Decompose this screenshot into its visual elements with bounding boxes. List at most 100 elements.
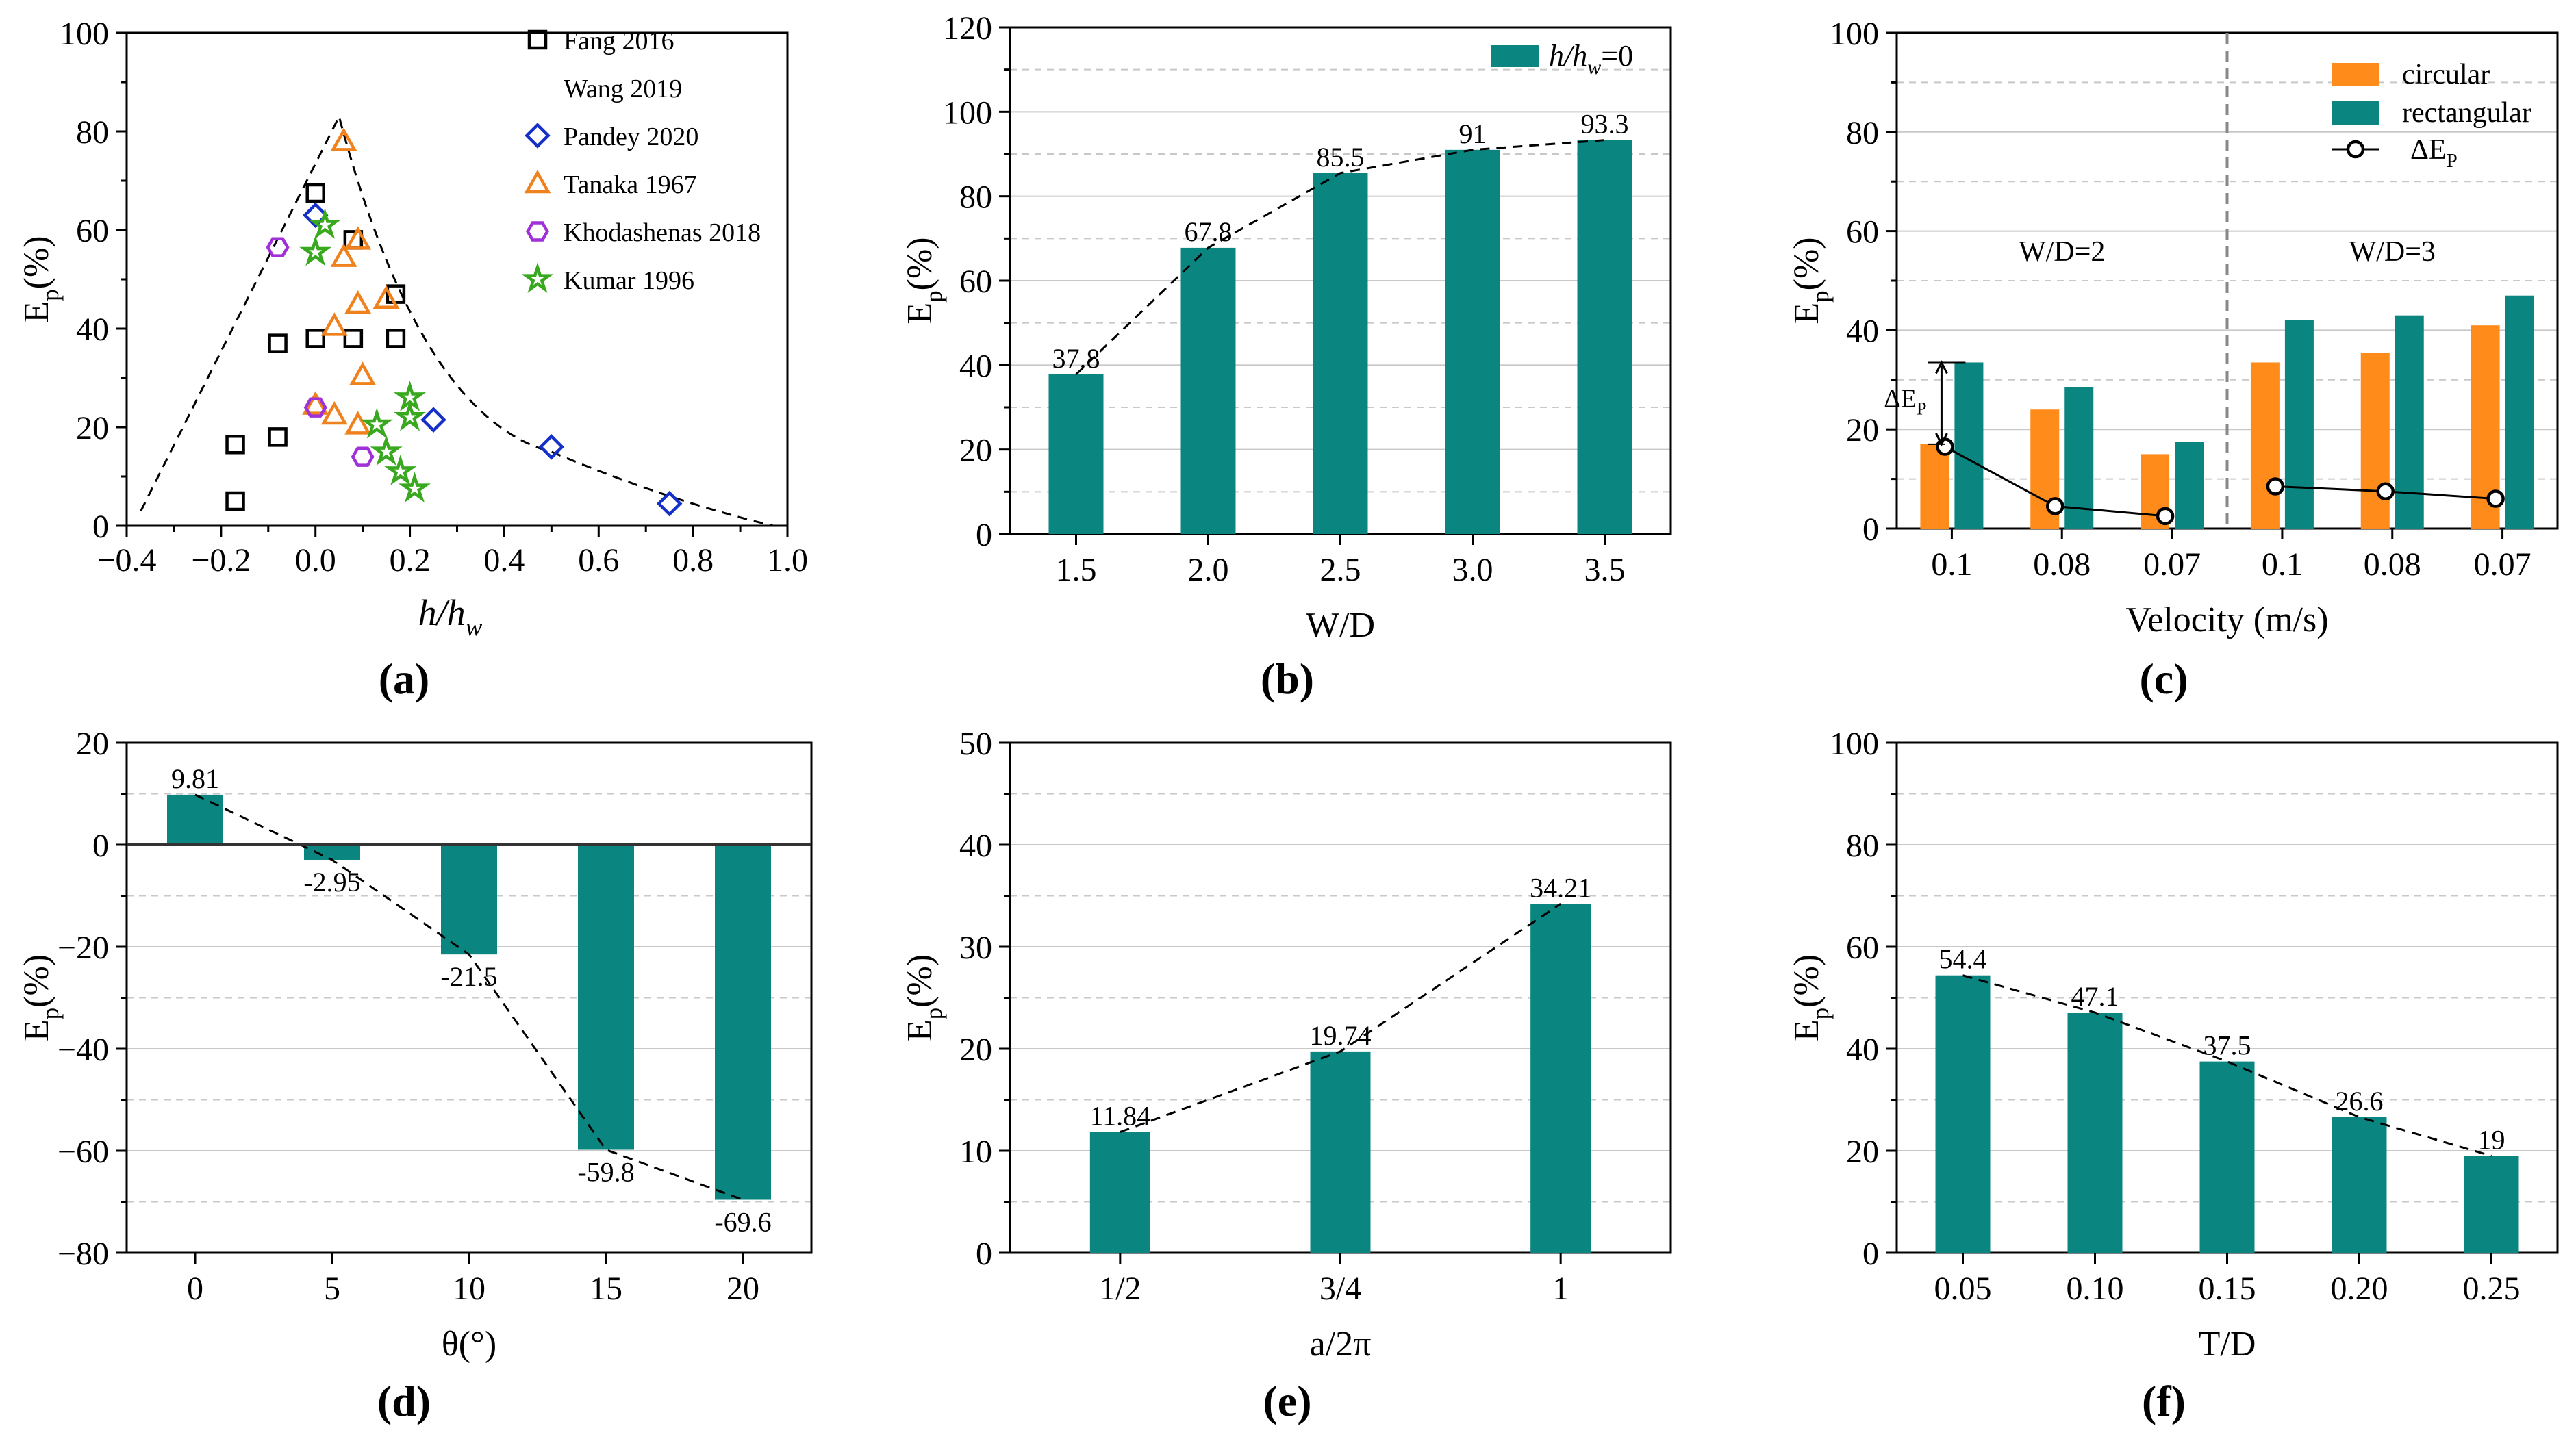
x-axis-label: T/D [2199,1325,2256,1364]
data-label: 19.74 [1310,1020,1372,1051]
bar [1313,173,1368,534]
y-tick-label: 40 [959,348,992,384]
y-tick-label: 40 [76,311,109,348]
scatter-point-triangle [344,411,372,435]
bar-rectangular [2505,295,2534,529]
x-axis-label: a/2π [1310,1325,1372,1364]
data-label: -69.6 [714,1207,771,1238]
x-tick-label: 0.08 [2364,546,2421,583]
x-axis-label: W/D [1306,606,1375,645]
x-axis-label: h/hw [418,592,483,641]
bar [1445,149,1500,535]
x-tick-label: 0.10 [2067,1271,2124,1307]
data-label: 67.8 [1185,216,1233,247]
scatter-point-square [268,333,288,353]
data-label: -59.8 [577,1157,634,1188]
y-tick-label: 0 [976,1236,992,1272]
x-tick-label: 0.1 [2262,546,2303,583]
delta-point [2156,507,2175,526]
y-tick-label: 100 [60,16,109,52]
bar-rectangular [2064,387,2094,529]
scatter-point-star [370,435,403,466]
x-tick-label: 1.0 [767,542,808,578]
data-label: 47.1 [2071,981,2119,1012]
legend-entry: Khodashenas 2018 [564,218,761,247]
y-tick-label: 20 [959,433,992,469]
x-tick-label: 5 [324,1271,340,1307]
scatter-point-square [305,183,325,203]
scatter-point-star [308,208,342,239]
scatter-point-triangle [302,391,329,415]
x-tick-label: 3.0 [1452,552,1493,588]
x-tick-label: 0.08 [2033,546,2091,583]
y-tick-label: 20 [76,410,109,446]
x-tick-label: −0.2 [191,542,251,578]
x-tick-label: 0.20 [2331,1271,2388,1307]
scatter-point-triangle [320,400,348,425]
bar [1048,374,1104,534]
group-label: W/D=3 [2349,236,2436,268]
bar [304,845,360,860]
y-tick-label: 60 [959,264,992,300]
x-tick-label: 0.0 [295,542,336,578]
bar [441,845,497,955]
scatter-point-diamond [538,434,565,460]
chart-f: 0 20 40 60 80 100 0.05 0.10 0.15 0.20 0.25 54.4 47.1… [1787,726,2559,1364]
y-tick-label: 0 [1862,1236,1879,1272]
data-label: 34.21 [1530,872,1591,903]
bar [1310,1051,1371,1253]
scatter-point-diamond [420,407,446,433]
x-tick-label: 1 [1552,1271,1569,1307]
scatter-point-triangle [330,243,357,267]
scatter-point-star [360,407,393,439]
x-tick-label: 3/4 [1319,1271,1361,1307]
y-axis-label: Ep(%) [900,237,947,324]
data-label: 19 [2478,1124,2505,1155]
scatter-point-square [225,491,245,511]
y-tick-label: 100 [943,94,992,131]
data-label: 26.6 [2336,1086,2384,1117]
y-axis-label: Ep(%) [17,235,64,322]
trend-line [1075,139,1605,375]
scatter-point-triangle [330,127,357,151]
panel-label-a: (a) [378,654,430,703]
legend-entry: ΔEP [2410,134,2458,172]
y-tick-label: 20 [76,726,109,762]
chart-d: −80 −60 −40 −20 0 20 0 5 10 15 20 9.81 -2.95 -21.5 -59… [17,726,813,1364]
bar [2332,1117,2387,1253]
legend-marker-delta [2346,140,2365,159]
delta-point [2486,489,2505,508]
bar-rectangular [2395,315,2424,529]
x-tick-label: 0 [187,1271,203,1307]
data-label: 11.84 [1090,1101,1151,1132]
x-tick-label: 0.07 [2474,546,2531,583]
scatter-point-star [384,455,417,485]
scatter-point-square [268,427,288,447]
x-tick-label: 20 [727,1271,759,1307]
panel-label-f: (f) [2142,1377,2186,1425]
x-tick-label: 0.05 [1934,1271,1992,1307]
scatter-point-triangle [349,361,377,385]
x-tick-label: 2.5 [1320,552,1361,588]
panel-label-d: (d) [377,1377,431,1425]
y-tick-label: 120 [943,10,992,47]
bar-rectangular [2284,320,2314,529]
delta-point [2046,497,2064,515]
bar-rectangular [1954,362,1984,529]
y-tick-label: 60 [1846,214,1879,251]
legend-entry: Tanaka 1967 [564,170,697,199]
data-label: -2.95 [303,867,360,897]
x-tick-label: 0.07 [2143,546,2201,583]
legend-marker-hexagon [526,221,549,242]
y-tick-label: 40 [959,828,992,864]
y-tick-label: 80 [76,114,109,151]
delta-point [2376,482,2395,500]
data-label: -21.5 [440,961,497,992]
data-label: 9.81 [171,763,219,794]
y-tick-label: 100 [1830,726,1879,762]
bar [2199,1061,2255,1253]
y-tick-label: 40 [1846,313,1879,349]
trend-line [194,793,744,1201]
bar [715,845,771,1200]
legend-entry: Wang 2019 [564,75,682,103]
